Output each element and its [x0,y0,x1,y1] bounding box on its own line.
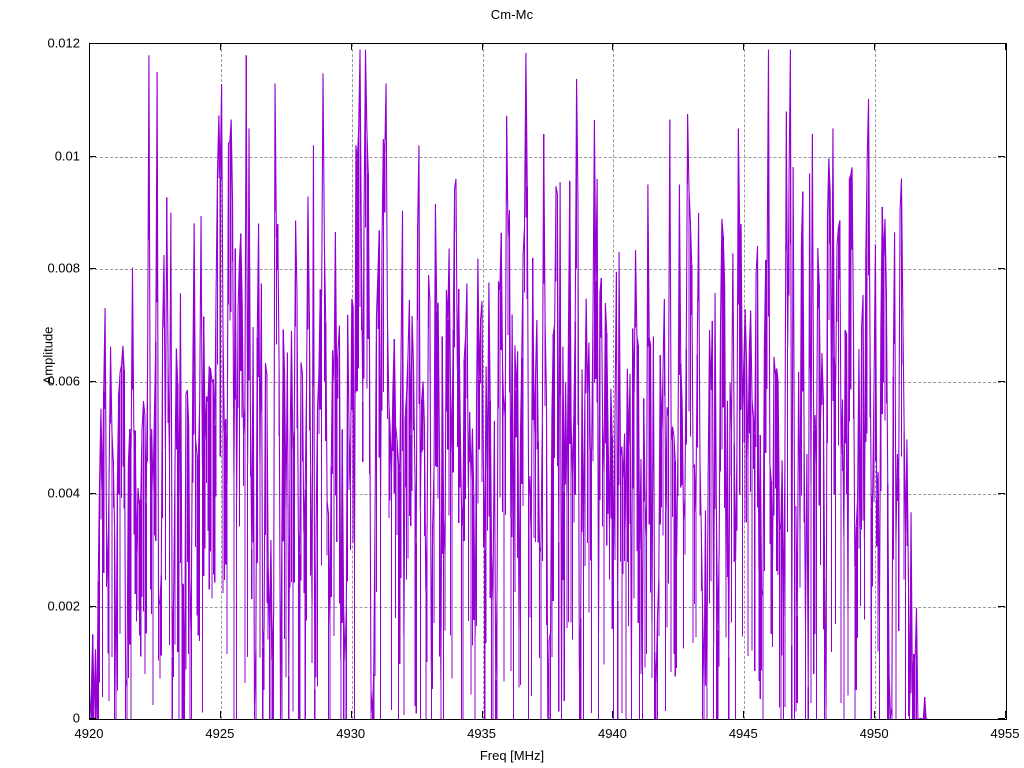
x-axis-tick-label: 4925 [205,726,235,741]
y-axis-tick-label: 0.006 [47,373,80,388]
gridline-horizontal [90,156,1006,158]
y-axis-tick-label: 0.012 [47,35,80,51]
spectrum-trace [90,49,928,719]
y-axis-tick-mark [89,155,96,157]
y-axis-tick-mark [89,605,96,607]
x-axis-tick-label: 4935 [467,726,497,741]
y-axis-tick-mark-right [998,380,1005,382]
x-axis-tick-mark [350,711,352,718]
gridline-horizontal [90,606,1006,608]
x-axis-tick-mark-top [874,43,876,50]
y-axis-tick-label: 0.008 [47,260,80,276]
gridline-vertical [613,44,615,719]
y-axis-tick-label: 0.002 [47,598,80,613]
y-axis-title: Amplitude [40,326,56,385]
x-axis-tick-label: 4950 [859,726,889,741]
x-axis-tick-mark-top [1005,43,1006,50]
x-axis-tick-mark [219,711,221,718]
x-axis-tick-mark-top [219,43,221,50]
x-axis-tick-mark [612,711,614,718]
y-axis-tick-mark-right [998,493,1005,494]
y-axis-tick-mark [89,43,96,44]
y-axis-tick-mark [89,268,96,269]
y-axis-tick-mark-right [998,605,1005,607]
y-axis-tick-mark [89,718,96,719]
x-axis-tick-label: 4945 [728,726,758,741]
gridline-horizontal [90,269,1006,270]
y-axis-tick-label: 0.004 [47,485,80,501]
x-axis-tick-mark [1005,711,1006,718]
gridline-horizontal [90,494,1006,495]
y-axis-tick-label: 0 [72,710,80,726]
gridline-horizontal [90,381,1006,383]
x-axis-tick-mark [743,711,745,718]
gridline-vertical [220,44,222,719]
x-axis-tick-label: 4955 [990,726,1020,741]
page-title: Cm-Mc [490,7,534,22]
y-axis-tick-label: 0.01 [54,148,80,163]
x-axis-tick-labels: 4920 4925 4930 4935 4940 4945 4950 4955 [0,726,1024,748]
y-axis-tick-mark [89,493,96,494]
y-axis-tick-mark-right [998,268,1005,269]
x-axis-tick-mark [481,711,483,718]
y-axis-tick-mark-right [998,155,1005,157]
y-axis-tick-mark [89,380,96,382]
y-axis-tick-mark-right [998,43,1005,44]
x-axis-tick-label: 4920 [74,726,104,741]
y-axis-tick-mark-right [998,718,1005,719]
plot-area [89,43,1007,720]
x-axis-tick-mark [874,711,876,718]
x-axis-tick-mark-top [612,43,614,50]
x-axis-tick-label: 4930 [336,726,366,741]
x-axis-tick-mark-top [743,43,745,50]
x-axis-tick-mark-top [350,43,352,50]
x-axis-tick-mark-top [89,43,90,50]
x-axis-tick-label: 4940 [597,726,627,741]
y-axis-tick-labels: 0 0.002 0.004 0.006 0.008 0.01 0.012 [0,0,80,768]
x-axis-tick-mark [89,711,90,718]
x-axis-title: Freq [MHz] [479,748,545,763]
trace-polyline [90,49,928,719]
x-axis-tick-mark-top [481,43,483,50]
